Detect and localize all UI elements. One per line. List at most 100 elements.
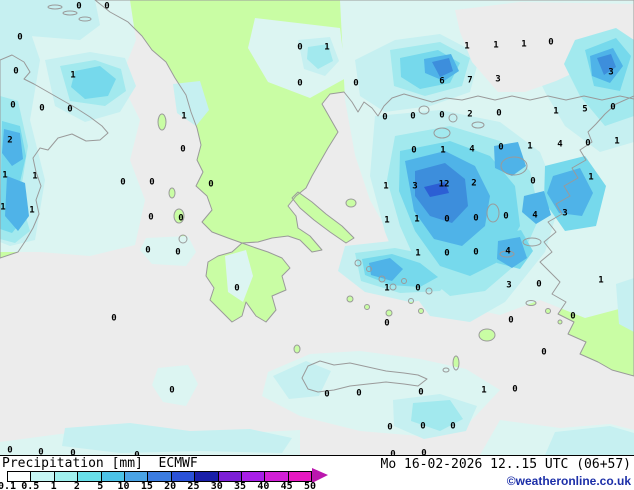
legend-tick: 50 xyxy=(303,481,317,490)
legend-footer: Precipitation [mm] ECMWF 0.1 0.5 1 2 5 10 15 20… xyxy=(0,455,634,490)
legend-segment xyxy=(8,472,32,481)
map-value-label: 0 xyxy=(530,177,535,187)
precip-mod-screte xyxy=(411,400,463,431)
precip-intense-samos xyxy=(497,237,527,268)
map-value-label: 1 xyxy=(464,42,469,52)
map-value-label: 1 xyxy=(598,276,603,286)
precip-light-rightedge xyxy=(616,278,634,332)
map-value-label: 0 xyxy=(610,103,615,113)
map-value-label: 0 xyxy=(473,214,478,224)
map-value-label: 1 xyxy=(32,172,37,182)
precip-mod-macedonia xyxy=(307,44,333,69)
map-value-label: 0 xyxy=(420,422,425,432)
weather-map: 0 0 0 0 1 1 1 1 0 0 1 0 0 6 7 3 3 0 0 0 1 0 0 0 2 0 1 5 0 2 0 0 1 4 0 1 4 0 1 1… xyxy=(0,0,634,455)
legend-tick-labels: 0.1 0.5 1 2 5 10 15 20 25 30 35 40 45 50 xyxy=(0,481,327,490)
map-value-label: 0 xyxy=(145,246,150,256)
map-value-label: 0 xyxy=(70,449,75,456)
legend-segment xyxy=(31,472,55,481)
precip-light-topleft xyxy=(0,0,100,40)
map-area: 0 0 0 0 1 1 1 1 0 0 1 0 0 6 7 3 3 0 0 0 1 0 0 0 2 0 1 5 0 2 0 0 1 4 0 1 4 0 1 1… xyxy=(0,0,634,455)
map-value-label: 0 xyxy=(473,248,478,258)
legend-tick: 2 xyxy=(73,481,80,490)
map-value-label: 0 xyxy=(548,38,553,48)
datetime-label: Mo 16-02-2026 12..15 UTC (06+57) xyxy=(380,457,631,472)
map-value-label: 0 xyxy=(149,178,154,188)
legend-tick: 45 xyxy=(280,481,293,490)
map-value-label: 0 xyxy=(541,348,546,358)
map-value-label: 0 xyxy=(180,145,185,155)
map-value-label: 1 xyxy=(2,171,7,181)
map-value-label: 0 xyxy=(67,105,72,115)
map-value-label: 0 xyxy=(175,248,180,258)
dry-patch-northeast xyxy=(455,2,634,92)
map-value-label: 0 xyxy=(503,212,508,222)
map-value-label: 0 xyxy=(585,139,590,149)
precip-intense-cyclades1 xyxy=(369,258,403,281)
legend-segment xyxy=(78,472,102,481)
map-value-label: 0 xyxy=(38,448,43,456)
legend-tick: 0.1 xyxy=(0,481,17,490)
map-value-label: 3 xyxy=(495,75,500,85)
map-value-label: 1 xyxy=(384,216,389,226)
legend-tick: 25 xyxy=(187,481,200,490)
map-value-label: 0 xyxy=(421,449,426,456)
map-value-label: 3 xyxy=(562,209,567,219)
map-value-label: 0 xyxy=(10,101,15,111)
map-value-label: 0 xyxy=(498,143,503,153)
map-value-label: 1 xyxy=(440,146,445,156)
map-value-label: 0 xyxy=(178,214,183,224)
map-value-label: 0 xyxy=(111,314,116,324)
map-value-label: 0 xyxy=(508,316,513,326)
precip-light-albania xyxy=(173,81,209,126)
map-value-label: 0 xyxy=(104,2,109,12)
map-value-label: 0 xyxy=(76,2,81,12)
precip-intense-izmir xyxy=(547,168,593,216)
copyright-label: ©weatheronline.co.uk xyxy=(506,474,631,488)
precip-heavy-apulia xyxy=(71,66,116,99)
map-value-label: 0 xyxy=(390,450,395,456)
map-value-label: 0 xyxy=(382,113,387,123)
map-value-label: 0 xyxy=(13,67,18,77)
map-value-label: 0 xyxy=(439,111,444,121)
map-value-label: 0 xyxy=(536,280,541,290)
legend-tick: 0.5 xyxy=(21,481,40,490)
precipitation-label: Precipitation xyxy=(2,456,104,471)
precip-light-sband xyxy=(62,423,292,453)
map-value-label: 0 xyxy=(297,43,302,53)
legend-title: Precipitation [mm] ECMWF xyxy=(2,456,198,471)
map-value-label: 12 xyxy=(439,180,450,190)
map-value-label: 0 xyxy=(39,104,44,114)
map-value-label: 0 xyxy=(234,284,239,294)
map-value-label: 2 xyxy=(7,136,12,146)
legend-color-bar xyxy=(7,471,312,482)
map-value-label: 0 xyxy=(570,312,575,322)
map-value-label: 1 xyxy=(181,112,186,122)
precip-trace-west-spot xyxy=(140,236,196,266)
map-value-label: 0 xyxy=(356,389,361,399)
precipitation-value-labels: 0 0 0 0 1 1 1 1 0 0 1 0 0 6 7 3 3 0 0 0 1 0 0 0 2 0 1 5 0 2 0 0 1 4 0 1 4 0 1 1… xyxy=(0,2,619,456)
model-label: ECMWF xyxy=(158,456,198,471)
map-value-label: 0 xyxy=(450,422,455,432)
precip-severe-thrace xyxy=(597,54,616,75)
legend-segment xyxy=(148,472,172,481)
map-value-label: 1 xyxy=(481,386,486,396)
precip-extreme-lesbos xyxy=(424,182,449,197)
precip-intense-left2 xyxy=(5,176,29,231)
map-value-label: 0 xyxy=(384,319,389,329)
unit-label: [mm] xyxy=(111,456,143,471)
map-value-label: 1 xyxy=(414,215,419,225)
map-value-label: 3 xyxy=(412,182,417,192)
precip-intense-chios xyxy=(494,142,526,176)
legend-segment xyxy=(54,472,79,481)
precip-light-secorner xyxy=(545,426,634,455)
precip-light-wcrete xyxy=(273,361,331,399)
precip-intense-aydin xyxy=(522,191,551,224)
legend-segment xyxy=(101,472,125,481)
map-value-label: 6 xyxy=(439,77,444,87)
map-value-label: 1 xyxy=(521,40,526,50)
map-value-label: 0 xyxy=(410,112,415,122)
map-value-label: 3 xyxy=(608,68,613,78)
map-value-label: 1 xyxy=(415,249,420,259)
map-value-label: 2 xyxy=(467,110,472,120)
map-value-label: 0 xyxy=(387,423,392,433)
